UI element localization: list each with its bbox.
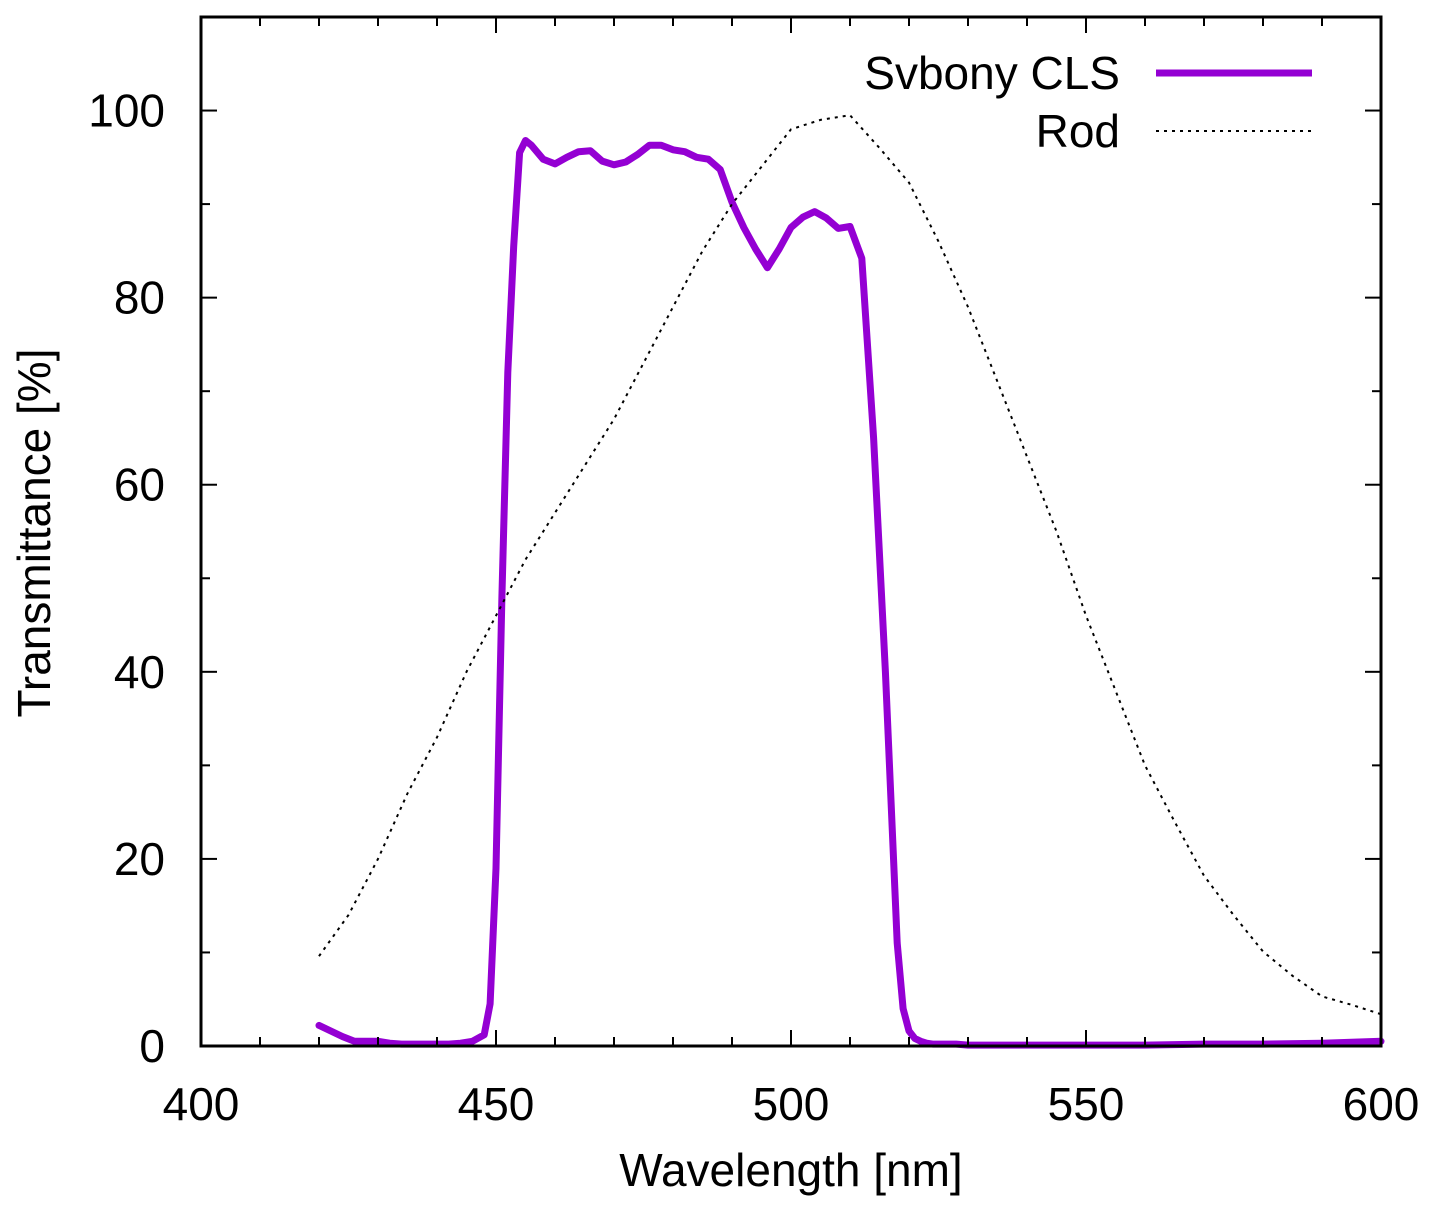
series-line-rod [318, 114, 1382, 1016]
x-tick-label: 550 [1048, 1078, 1125, 1130]
y-tick-label: 80 [114, 272, 165, 324]
x-tick-label: 500 [753, 1078, 830, 1130]
legend-label-svbony-cls: Svbony CLS [864, 47, 1120, 99]
series-line-svbony-cls [315, 137, 1385, 1049]
x-tick-label: 450 [458, 1078, 535, 1130]
y-tick-label: 100 [88, 85, 165, 137]
plot-frame [199, 15, 1383, 1048]
plot-marks [315, 114, 1385, 1049]
legend: Svbony CLS Rod [864, 47, 1312, 157]
y-tick-label: 60 [114, 459, 165, 511]
axis-ticks: 400 450 500 550 600 0 20 40 60 80 100 [88, 16, 1420, 1130]
y-tick-label: 0 [139, 1020, 165, 1072]
y-tick-label: 40 [114, 646, 165, 698]
x-axis-label: Wavelength [nm] [619, 1144, 962, 1196]
legend-label-rod: Rod [1036, 105, 1120, 157]
y-tick-label: 20 [114, 833, 165, 885]
y-axis-label: Transmittance [%] [8, 349, 60, 718]
x-tick-label: 600 [1343, 1078, 1420, 1130]
x-tick-label: 400 [163, 1078, 240, 1130]
